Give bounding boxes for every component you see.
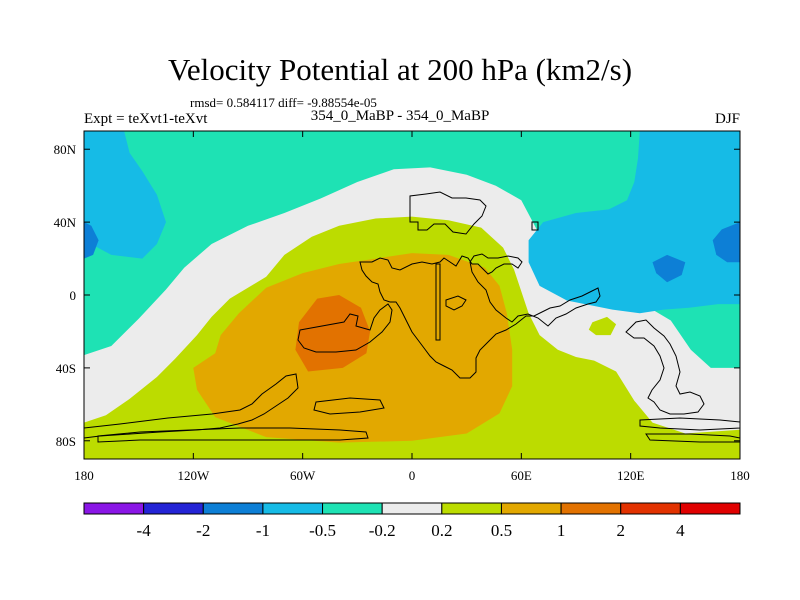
colorbar-label: -1 bbox=[256, 521, 270, 540]
coastline-south-strip bbox=[97, 427, 369, 443]
colorbar-box bbox=[679, 502, 741, 515]
contour-negative-1-east-a bbox=[712, 222, 740, 263]
x-tick-label: 60E bbox=[511, 468, 532, 483]
colorbar-label: -0.2 bbox=[369, 521, 396, 540]
coastline-central-landmass bbox=[359, 253, 601, 379]
contour-negative-1-northwest bbox=[84, 222, 99, 259]
colorbar-box bbox=[620, 502, 681, 515]
chart-title: Velocity Potential at 200 hPa (km2/s) bbox=[167, 52, 633, 87]
colorbar-box bbox=[143, 502, 204, 515]
experiment-label: Expt = teXvt1-teXvt bbox=[84, 111, 208, 127]
colorbar-label: 1 bbox=[557, 521, 566, 540]
colorbar: -4 -2 -1 -0.5 -0.2 0.2 0.5 1 2 4 bbox=[83, 502, 741, 540]
contour-northern-teal-band bbox=[84, 131, 740, 368]
colorbar-box bbox=[500, 502, 562, 515]
colorbar-label: 0.5 bbox=[491, 521, 512, 540]
coastline-northwest bbox=[409, 191, 487, 235]
contour-negative-0.5-northwest bbox=[84, 131, 166, 259]
colorbar-label: 0.2 bbox=[431, 521, 452, 540]
contour-fills bbox=[84, 131, 740, 459]
y-tick-label: 80S bbox=[56, 434, 76, 449]
coastline-small-block bbox=[531, 221, 539, 231]
coastline-south-inner bbox=[313, 397, 385, 415]
colorbar-box bbox=[441, 502, 502, 515]
coastline-west-arm bbox=[297, 303, 393, 353]
contour-positive-0.2-pacific-spot bbox=[588, 316, 617, 336]
x-tick-label: 0 bbox=[409, 468, 416, 483]
coastline-east-landmass bbox=[625, 319, 705, 415]
coastline-inner-strip bbox=[435, 263, 441, 341]
x-tick-label: 60W bbox=[290, 468, 316, 483]
x-tick-label: 120E bbox=[617, 468, 645, 483]
colorbar-label: -2 bbox=[196, 521, 210, 540]
coastline-inner-island bbox=[445, 295, 467, 311]
colorbar-box bbox=[322, 502, 383, 515]
contour-negative-0.5-east bbox=[528, 131, 740, 314]
colorbar-label: -4 bbox=[137, 521, 152, 540]
y-tick-label: 80N bbox=[54, 142, 77, 157]
case-label: 354_0_MaBP - 354_0_MaBP bbox=[310, 108, 490, 124]
colorbar-label: -0.5 bbox=[309, 521, 336, 540]
x-tick-label: 180 bbox=[730, 468, 750, 483]
coastline-southeast-islands bbox=[639, 417, 740, 431]
colorbar-box bbox=[560, 502, 622, 515]
x-tick-label: 120W bbox=[177, 468, 210, 483]
colorbar-box bbox=[262, 502, 324, 515]
y-tick-label: 40N bbox=[54, 215, 77, 230]
colorbar-box bbox=[381, 502, 443, 515]
stats-label: rmsd= 0.584117 diff= -9.88554e-05 bbox=[190, 95, 377, 110]
axes: 180 120W 60W 0 60E 120E 180 80N 40N 0 40S 80S bbox=[54, 131, 750, 483]
colorbar-box bbox=[83, 502, 145, 515]
colorbar-label: 4 bbox=[676, 521, 685, 540]
y-tick-label: 40S bbox=[56, 361, 76, 376]
contour-negative-1-east-b bbox=[652, 254, 686, 283]
coastline-southeast-bar bbox=[645, 433, 740, 443]
coastlines bbox=[84, 191, 740, 443]
coastline-southwest-arm bbox=[84, 373, 299, 439]
y-tick-label: 0 bbox=[70, 288, 77, 303]
colorbar-box bbox=[202, 502, 264, 515]
season-label: DJF bbox=[714, 111, 740, 127]
colorbar-label: 2 bbox=[616, 521, 625, 540]
x-tick-label: 180 bbox=[74, 468, 94, 483]
